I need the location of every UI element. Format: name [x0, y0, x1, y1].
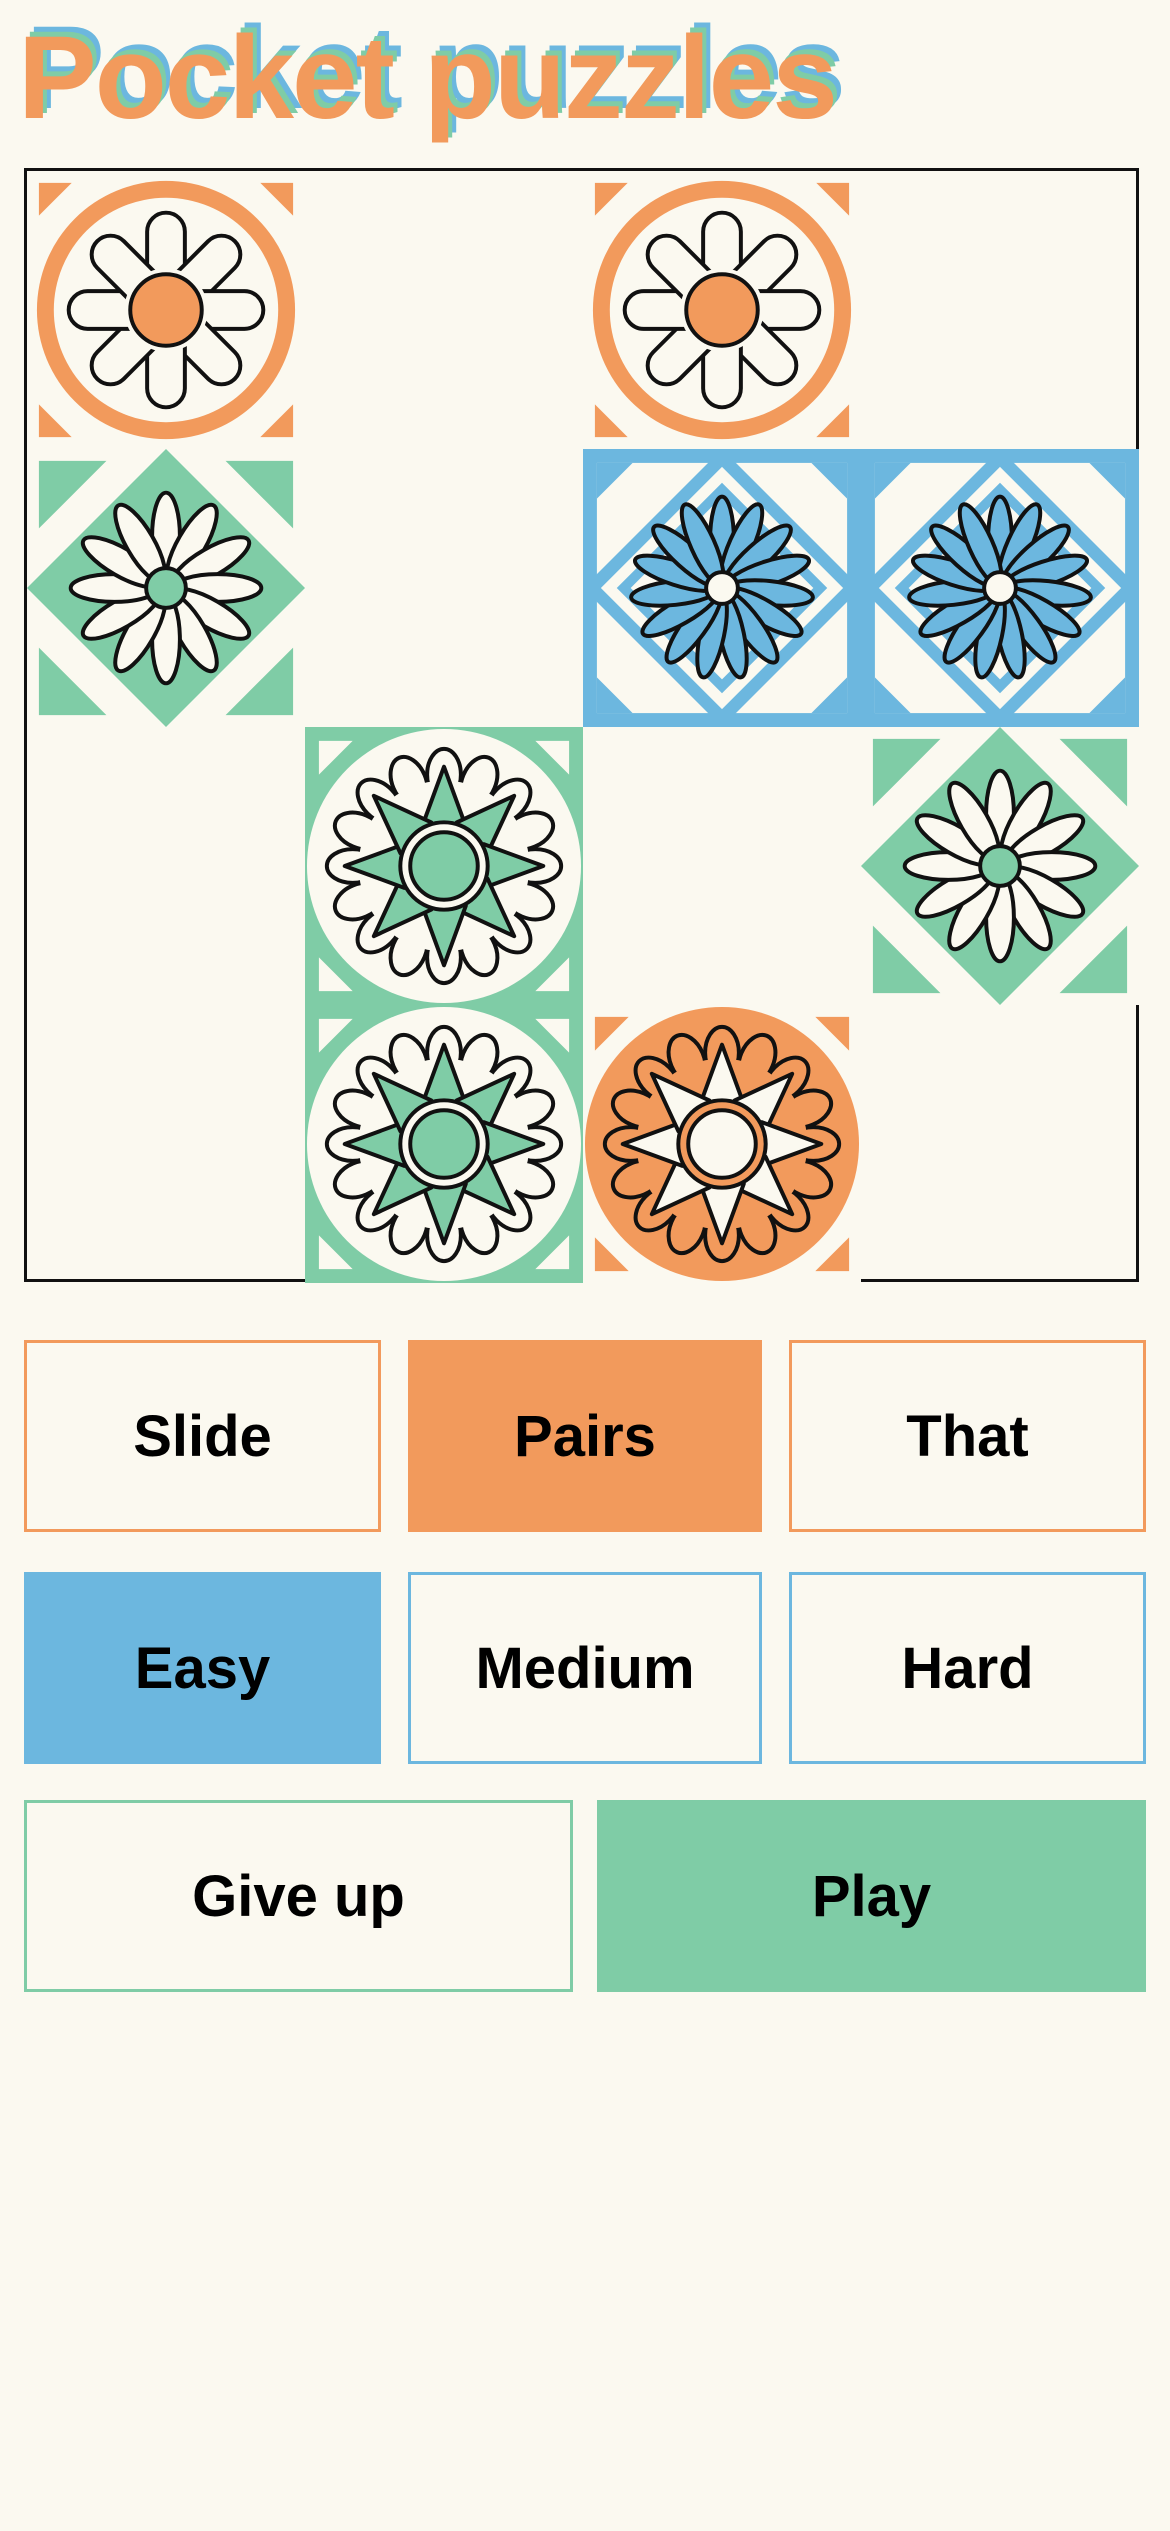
blue-diamond-flower-icon — [583, 449, 861, 727]
orange-daisy-ring-icon — [583, 171, 861, 449]
green-diamond-flower-icon — [861, 727, 1139, 1005]
mode-slide-button[interactable]: Slide — [24, 1340, 381, 1532]
puzzle-board — [24, 168, 1139, 1283]
mode-pairs-button[interactable]: Pairs — [408, 1340, 762, 1532]
tile-r0-c0[interactable] — [27, 171, 305, 449]
orange-lotus-flower-icon — [583, 1005, 861, 1283]
tile-r1-c2[interactable] — [583, 449, 861, 727]
mode-that-button[interactable]: That — [789, 1340, 1146, 1532]
green-lotus-flower-icon — [305, 727, 583, 1005]
orange-daisy-ring-icon — [27, 171, 305, 449]
give-up-button[interactable]: Give up — [24, 1800, 573, 1992]
tile-r3-c1[interactable] — [305, 1005, 583, 1283]
tile-r1-c0[interactable] — [27, 449, 305, 727]
tile-r1-c3[interactable] — [861, 449, 1139, 727]
difficulty-medium-button[interactable]: Medium — [408, 1572, 762, 1764]
tile-r2-c1[interactable] — [305, 727, 583, 1005]
play-button[interactable]: Play — [597, 1800, 1146, 1992]
difficulty-hard-button[interactable]: Hard — [789, 1572, 1146, 1764]
app-title: Pocket puzzles — [18, 12, 838, 144]
tile-r2-c3[interactable] — [861, 727, 1139, 1005]
tile-r0-c2[interactable] — [583, 171, 861, 449]
green-lotus-flower-icon — [305, 1005, 583, 1283]
difficulty-easy-button[interactable]: Easy — [24, 1572, 381, 1764]
tile-r3-c2[interactable] — [583, 1005, 861, 1283]
green-diamond-flower-icon — [27, 449, 305, 727]
blue-diamond-flower-icon — [861, 449, 1139, 727]
